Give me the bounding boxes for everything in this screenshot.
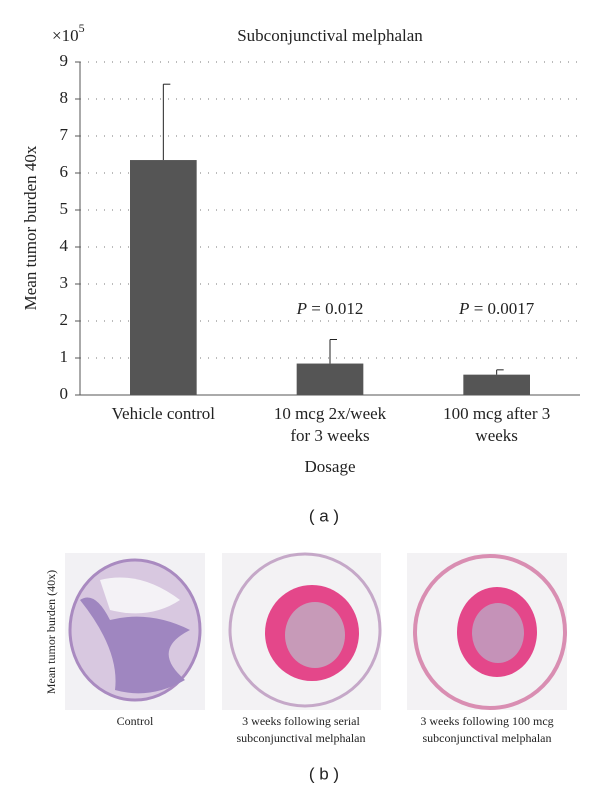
panel-b-side-label: Mean tumor burden (40x) bbox=[44, 570, 58, 694]
x-tick-label: 10 mcg 2x/week bbox=[274, 404, 387, 423]
annotation: P = 0.0017 bbox=[458, 299, 535, 318]
annotation-text: = 0.0017 bbox=[469, 299, 534, 318]
x-tick-label: 100 mcg after 3 bbox=[443, 404, 550, 423]
micrograph bbox=[222, 552, 382, 710]
image-caption: 3 weeks following serial bbox=[242, 714, 360, 728]
bar bbox=[463, 374, 530, 395]
y-tick-label: 3 bbox=[60, 273, 69, 292]
y-tick-label: 8 bbox=[60, 88, 69, 107]
image-caption: subconjunctival melphalan bbox=[423, 731, 552, 745]
y-tick-label: 2 bbox=[60, 310, 69, 329]
micrograph bbox=[407, 553, 567, 710]
panel-label: ( a ) bbox=[309, 506, 339, 525]
micrograph bbox=[65, 553, 205, 710]
multiplier-exponent: 5 bbox=[79, 21, 85, 35]
error-bar bbox=[496, 369, 504, 375]
chart-title: Subconjunctival melphalan bbox=[237, 26, 423, 45]
y-tick-label: 4 bbox=[60, 236, 69, 255]
error-bar bbox=[162, 83, 171, 161]
image-caption: 3 weeks following 100 mcg bbox=[420, 714, 553, 728]
panel-label: ( b ) bbox=[309, 764, 339, 783]
y-axis-label: Mean tumor burden 40x bbox=[21, 145, 40, 310]
image-caption: subconjunctival melphalan bbox=[237, 731, 366, 745]
y-tick-label: 1 bbox=[60, 347, 69, 366]
annotation-symbol: P bbox=[458, 299, 469, 318]
image-caption: Control bbox=[117, 714, 154, 728]
x-axis-label: Dosage bbox=[305, 457, 356, 476]
x-tick-label: weeks bbox=[475, 426, 517, 445]
y-multiplier: ×105 bbox=[52, 21, 85, 45]
annotation-symbol: P bbox=[296, 299, 307, 318]
annotation: P = 0.012 bbox=[296, 299, 364, 318]
y-tick-label: 6 bbox=[60, 162, 69, 181]
y-tick-label: 9 bbox=[60, 51, 69, 70]
y-tick-label: 5 bbox=[60, 199, 69, 218]
annotation-text: = 0.012 bbox=[307, 299, 363, 318]
error-bar bbox=[329, 339, 337, 364]
y-tick-label: 0 bbox=[60, 384, 69, 403]
bar bbox=[130, 160, 197, 395]
multiplier-base: ×10 bbox=[52, 26, 79, 45]
x-tick-label: for 3 weeks bbox=[290, 426, 369, 445]
y-tick-label: 7 bbox=[60, 125, 69, 144]
x-tick-label: Vehicle control bbox=[112, 404, 216, 423]
bar bbox=[296, 363, 364, 395]
